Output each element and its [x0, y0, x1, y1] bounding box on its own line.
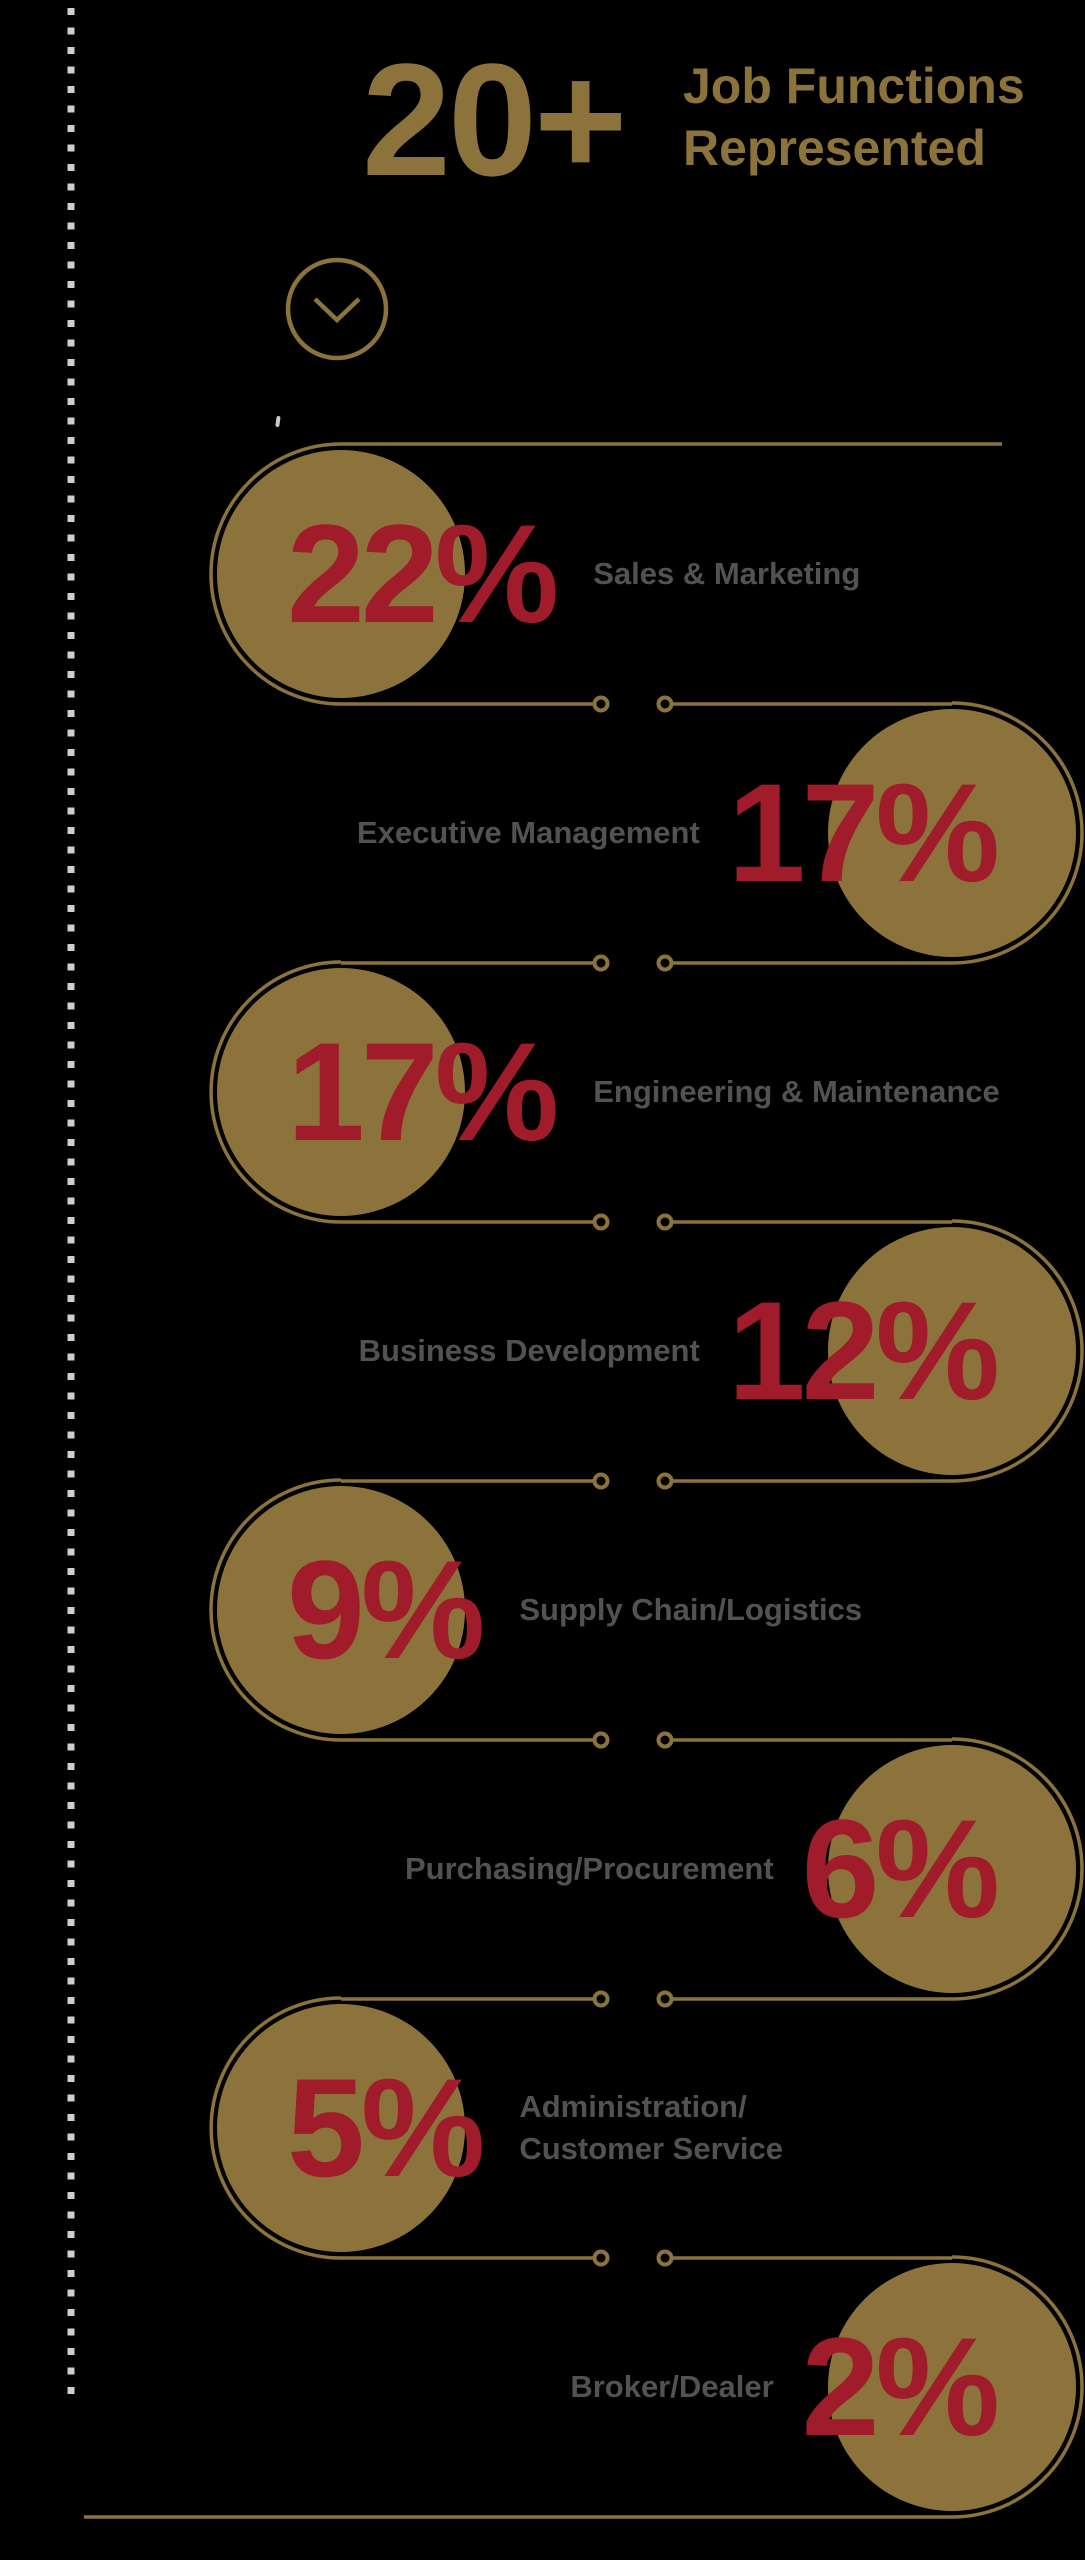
row-label: Business Development [358, 1333, 700, 1368]
stat-row-supply-chain: 9% Supply Chain/Logistics [0, 1480, 1085, 1740]
percent-value: 17% [287, 1013, 559, 1170]
stat-row-purchasing: Purchasing/Procurement 6% [0, 1739, 1085, 1999]
stat-circle-broker-dealer [828, 2263, 1076, 2511]
stat-circle-purchasing [828, 1745, 1076, 1993]
stat-circle-executive-management [828, 709, 1076, 957]
row-label: Supply Chain/Logistics [519, 1592, 863, 1627]
stat-row-sales-marketing: 22% Sales & Marketing [0, 444, 1085, 704]
row-label: Executive Management [356, 815, 700, 850]
stat-row-business-development: Business Development 12% [0, 1221, 1085, 1481]
percent-value: 5% [287, 2049, 485, 2206]
stat-row-administration: 5% Administration/ Customer Service [0, 1998, 1085, 2258]
stat-row-executive-management: Executive Management 17% [0, 703, 1085, 963]
percent-value: 12% [727, 1272, 1000, 1429]
connector-arc [209, 1996, 342, 2260]
headline-title-line1: Job Functions [683, 58, 1025, 114]
scroll-down-ring[interactable] [285, 257, 389, 361]
row-label: Administration/ Customer Service [519, 2089, 783, 2166]
connector-arc [209, 442, 342, 706]
connector-arc [951, 1737, 1084, 2001]
connector-arc [951, 2255, 1084, 2519]
percent-value: 2% [801, 2308, 1000, 2465]
row-label: Engineering & Maintenance [593, 1074, 1000, 1109]
connector-arc [951, 1219, 1084, 1483]
stray-mark [275, 416, 281, 427]
stat-row-broker-dealer: Broker/Dealer 2% [0, 2257, 1085, 2517]
headline-title-line2: Represented [683, 120, 986, 176]
stat-circle-supply-chain [217, 1486, 465, 1734]
stat-circle-business-development [828, 1227, 1076, 1475]
row-label: Purchasing/Procurement [405, 1851, 774, 1886]
chevron-down-icon [313, 297, 361, 324]
row-label: Sales & Marketing [593, 556, 861, 591]
row-label: Broker/Dealer [570, 2369, 774, 2404]
percent-value: 17% [727, 754, 1000, 911]
percent-value: 9% [287, 1531, 485, 1688]
connector-arc [951, 701, 1084, 965]
scroll-down-button[interactable] [285, 257, 389, 361]
stat-circle-engineering-maintenance [217, 968, 465, 1216]
stat-row-engineering-maintenance: 17% Engineering & Maintenance [0, 962, 1085, 1222]
connector-arc [209, 960, 342, 1224]
percent-value: 22% [287, 495, 559, 652]
headline-stat: 20+ [362, 30, 627, 209]
stat-circle-sales-marketing [217, 450, 465, 698]
percent-value: 6% [801, 1790, 1000, 1947]
stat-circle-administration [217, 2004, 465, 2252]
headline-title: Job Functions Represented [683, 55, 1025, 179]
connector-arc [209, 1478, 342, 1742]
